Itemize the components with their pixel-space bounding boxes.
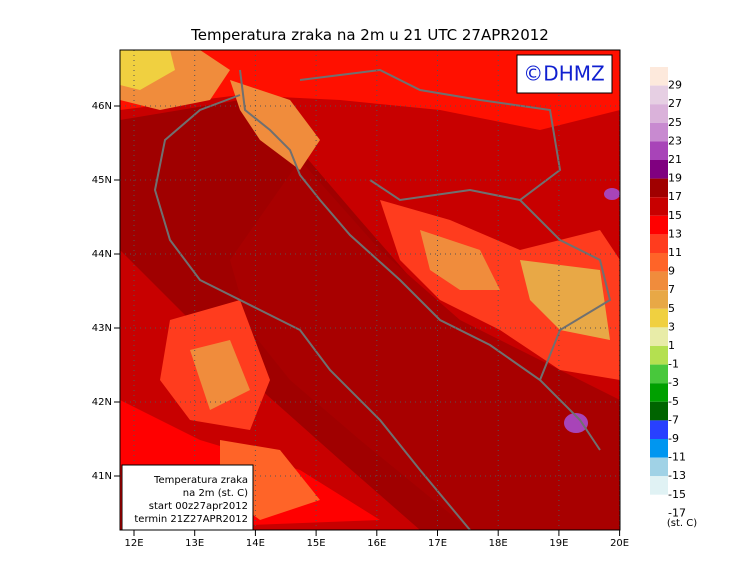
- lat-label: 44N: [92, 249, 112, 260]
- colorbar-label: -15: [668, 488, 686, 501]
- info-lines: Temperatura zraka na 2m (st. C) start 00z2…: [134, 475, 248, 525]
- info-line: Temperatura zraka: [153, 475, 248, 486]
- info-line: na 2m (st. C): [183, 488, 248, 499]
- colorbar-box: [650, 439, 668, 458]
- colorbar-label: 3: [668, 320, 675, 333]
- colorbar-box: [650, 85, 668, 105]
- colorbar-box: [650, 215, 668, 235]
- colorbar-box: [650, 383, 668, 402]
- colorbar-box: [650, 67, 668, 86]
- colorbar-box: [650, 364, 668, 384]
- colorbar-box: [650, 160, 668, 179]
- lat-label: 41N: [92, 471, 112, 482]
- colorbar-box: [650, 234, 668, 253]
- colorbar-label: 1: [668, 339, 675, 352]
- watermark: ©DHMZ: [523, 62, 604, 86]
- colorbar-box: [650, 476, 668, 495]
- colorbar-units: (st. C): [667, 518, 697, 529]
- colorbar-box: [650, 401, 668, 421]
- graticule: 46N 45N 44N 43N 42N 41N 12E 13E 14E 15E 16E 17E 18E 1…: [92, 50, 629, 549]
- colorbar-label: 23: [668, 134, 682, 147]
- colorbar-label: -13: [668, 469, 686, 482]
- lon-label: 12E: [124, 538, 143, 549]
- colorbar-box: [650, 253, 668, 272]
- lat-label: 45N: [92, 175, 112, 186]
- lat-label: 42N: [92, 397, 112, 408]
- info-line: termin 21Z27APR2012: [134, 514, 248, 525]
- map-frame: [119, 49, 621, 531]
- watermark-box: [516, 54, 613, 94]
- colorbar-label: 13: [668, 227, 682, 240]
- colorbar-box: [650, 327, 668, 346]
- colorbar-box: [650, 178, 668, 198]
- colorbar-box: [650, 308, 668, 328]
- colorbar-label: -11: [668, 451, 686, 464]
- lon-label: 16E: [367, 538, 386, 549]
- colorbar-label: 15: [668, 209, 682, 222]
- lon-label: 13E: [185, 538, 204, 549]
- colorbar-label: 25: [668, 116, 682, 129]
- colorbar-box: [650, 122, 668, 142]
- colorbar-label: -17: [668, 506, 686, 519]
- colorbar-label: -3: [668, 376, 679, 389]
- colorbar-label: 5: [668, 302, 675, 315]
- lon-label: 19E: [549, 538, 568, 549]
- colorbar-label: 21: [668, 153, 682, 166]
- colorbar-box: [650, 197, 668, 216]
- colorbar-label: 11: [668, 246, 682, 259]
- colorbar-box: [650, 494, 668, 514]
- lon-label: 14E: [246, 538, 265, 549]
- colorbar-label: 29: [668, 79, 682, 92]
- colorbar-label: -1: [668, 358, 679, 371]
- colorbar-label: -5: [668, 395, 679, 408]
- colorbar-label: 19: [668, 172, 682, 185]
- colorbar-box: [650, 141, 668, 160]
- lon-label: 18E: [489, 538, 508, 549]
- info-line: start 00z27apr2012: [149, 501, 248, 512]
- colorbar-label: -9: [668, 432, 679, 445]
- colorbar-box: [650, 271, 668, 291]
- colorbar-box: [650, 290, 668, 309]
- colorbar-box: [650, 420, 668, 439]
- lon-label: 20E: [610, 538, 629, 549]
- colorbar-label: 27: [668, 97, 682, 110]
- colorbar-label: 9: [668, 265, 675, 278]
- title: Temperatura zraka na 2m u 21 UTC 27APR20…: [190, 26, 549, 44]
- lon-label: 17E: [428, 538, 447, 549]
- lat-label: 46N: [92, 101, 112, 112]
- colorbar-label: 17: [668, 190, 682, 203]
- info-box: [121, 464, 254, 531]
- colorbar-box: [650, 104, 668, 123]
- colorbar-label: 7: [668, 283, 675, 296]
- lon-label: 15E: [307, 538, 326, 549]
- colorbar-box: [650, 346, 668, 365]
- temperature-field: [120, 50, 620, 530]
- colorbar: 29 27 25 23 21 19 17 15 13 11 9 7 5 3 1 -1 -3 -5 -7 -9 -11 -1…: [650, 67, 686, 519]
- colorbar-label: -7: [668, 413, 679, 426]
- lat-label: 43N: [92, 323, 112, 334]
- colorbar-box: [650, 457, 668, 477]
